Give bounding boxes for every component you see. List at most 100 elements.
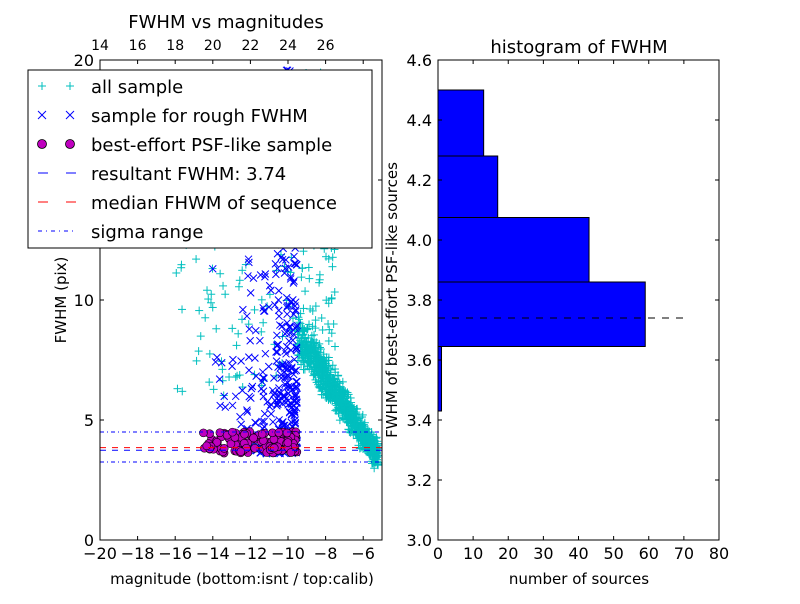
- histogram-bars: [437, 89, 646, 412]
- all-sample-point: [177, 260, 186, 269]
- rough-sample-point: [293, 321, 301, 330]
- cross-b: [256, 336, 264, 345]
- y-tick-label: 5: [84, 411, 94, 430]
- all-sample-point: [327, 329, 336, 338]
- all-sample-point: [322, 296, 331, 305]
- rough-sample-point: [273, 331, 281, 340]
- all-sample-point: [354, 423, 363, 432]
- all-sample-point: [232, 341, 241, 350]
- rough-sample-point: [289, 279, 298, 287]
- rough-sample-point: [249, 274, 258, 282]
- all-sample-point: [295, 336, 304, 345]
- cross-b: [292, 323, 301, 331]
- legend-circle: [65, 139, 75, 149]
- cross-b: [281, 329, 289, 338]
- all-sample-point: [308, 337, 317, 346]
- best-effort-point: [215, 428, 225, 437]
- all-sample-point: [346, 415, 355, 424]
- cross-b: [283, 310, 291, 319]
- cross-b: [290, 407, 299, 416]
- cross-b: [282, 342, 291, 351]
- cross-b: [258, 377, 267, 386]
- cross-b: [292, 395, 301, 404]
- all-sample-point: [310, 343, 319, 352]
- rough-sample-point: [282, 342, 291, 351]
- x-tick-label: 60: [639, 544, 659, 563]
- rough-sample-point: [272, 357, 281, 366]
- x-tick-label: −6: [351, 544, 375, 563]
- cross-b: [273, 342, 281, 350]
- x-tick-label: 70: [674, 544, 694, 563]
- y-tick-label: 3.6: [407, 351, 432, 370]
- all-sample-point: [296, 319, 305, 328]
- cross-b: [246, 394, 255, 402]
- cross-b: [274, 363, 282, 371]
- cross-b: [272, 348, 280, 356]
- rough-sample-point: [258, 417, 266, 426]
- cross-b: [247, 384, 256, 393]
- all-sample-point: [362, 429, 371, 438]
- legend-x-b: [65, 110, 75, 120]
- x-tick-label: −16: [158, 544, 192, 563]
- rough-sample-point: [245, 325, 254, 333]
- cross-b: [267, 400, 275, 409]
- top-x-tick-label: 24: [279, 38, 297, 54]
- cross-b: [292, 260, 301, 269]
- rough-sample-point: [231, 392, 240, 401]
- cross-b: [258, 368, 267, 376]
- y-tick-label: 3.2: [407, 471, 432, 490]
- legend-x-b: [37, 110, 47, 120]
- cross-b: [246, 289, 255, 297]
- rough-sample-point: [260, 307, 269, 315]
- cross-b: [220, 392, 229, 401]
- cross-b: [274, 396, 283, 404]
- all-sample-point: [311, 351, 320, 360]
- rough-sample-point: [221, 403, 230, 411]
- all-sample-point: [342, 418, 351, 427]
- rough-sample-point: [286, 272, 295, 281]
- cross-b: [229, 355, 237, 364]
- rough-sample-point: [282, 360, 290, 368]
- rough-sample-point: [276, 364, 285, 372]
- cross-b: [290, 355, 299, 364]
- all-sample-point: [311, 362, 320, 371]
- all-sample-point: [316, 383, 325, 392]
- scatter-y-label: FWHM (pix): [52, 257, 70, 344]
- rough-sample-point: [287, 418, 296, 427]
- cross-b: [280, 421, 289, 430]
- cross-b: [274, 286, 283, 295]
- cross-b: [256, 271, 265, 279]
- cross-b: [282, 360, 290, 368]
- rough-sample-point: [220, 392, 229, 401]
- all-sample-point: [313, 349, 322, 358]
- top-x-tick-label: 18: [166, 38, 184, 54]
- cross-b: [273, 401, 281, 410]
- cross-b: [290, 277, 298, 285]
- cross-b: [273, 264, 282, 273]
- rough-sample-point: [292, 346, 301, 355]
- rough-sample-point: [286, 298, 295, 307]
- rough-sample-point: [228, 362, 236, 371]
- rough-sample-point: [280, 269, 289, 277]
- all-sample-point: [335, 416, 344, 425]
- cross-b: [287, 364, 296, 373]
- all-sample-point: [322, 366, 331, 375]
- all-sample-point: [354, 412, 363, 421]
- y-tick-label: 3.8: [407, 291, 432, 310]
- rough-sample-point: [213, 353, 221, 362]
- cross-b: [243, 406, 251, 414]
- rough-sample-point: [246, 394, 255, 402]
- all-sample-point: [322, 390, 331, 399]
- all-sample-point: [217, 357, 226, 366]
- y-tick-label: 10: [74, 291, 94, 310]
- top-x-tick-label: 22: [241, 38, 259, 54]
- cross-b: [286, 329, 295, 337]
- histogram-x-label: number of sources: [509, 570, 649, 588]
- all-sample-point: [218, 365, 227, 374]
- x-tick-label: 0: [433, 544, 443, 563]
- cross-b: [236, 412, 244, 421]
- rough-sample-point: [290, 396, 298, 405]
- cross-b: [216, 401, 225, 410]
- best-effort-point: [282, 428, 292, 438]
